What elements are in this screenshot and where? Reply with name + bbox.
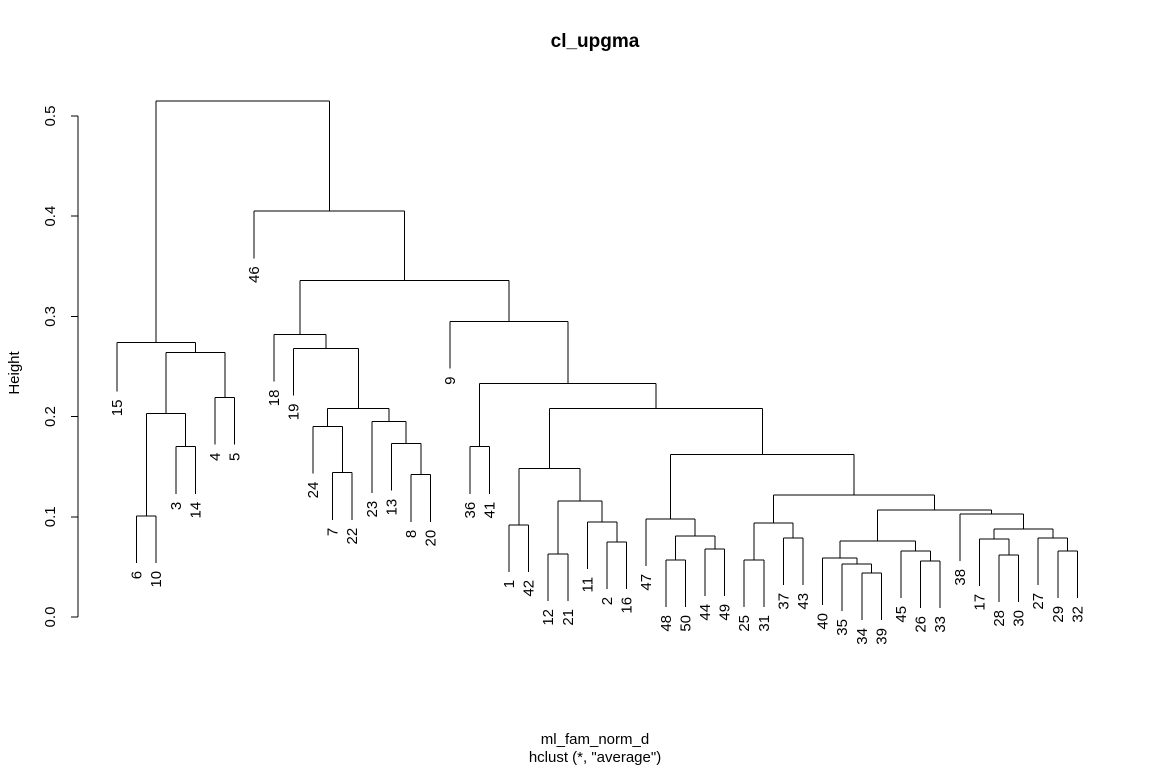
leaf-label: 45 — [893, 606, 910, 623]
y-tick-label: 0.3 — [42, 306, 59, 327]
leaf-label: 8 — [403, 530, 420, 538]
leaf-label: 15 — [109, 400, 126, 417]
leaf-label: 40 — [815, 613, 832, 630]
leaf-label: 13 — [383, 499, 400, 516]
leaf-label: 6 — [129, 571, 146, 579]
leaf-label: 16 — [619, 597, 636, 614]
y-tick-label: 0.0 — [42, 607, 59, 628]
leaf-label: 1 — [501, 580, 518, 588]
leaf-label: 20 — [423, 530, 440, 547]
leaf-label: 4 — [207, 453, 224, 461]
leaf-label: 34 — [854, 628, 871, 645]
leaf-label: 32 — [1069, 606, 1086, 623]
leaf-label: 11 — [579, 577, 596, 593]
y-axis: 0.0 0.1 0.2 0.3 0.4 0.5 — [42, 106, 79, 628]
leaf-label: 28 — [991, 610, 1008, 627]
leaf-label: 22 — [344, 528, 361, 545]
y-axis-label: Height — [6, 350, 23, 394]
leaf-label: 29 — [1050, 606, 1067, 623]
leaf-label: 12 — [540, 609, 557, 626]
leaf-label: 5 — [227, 453, 244, 461]
leaf-label: 35 — [834, 619, 851, 636]
y-tick-label: 0.1 — [42, 506, 59, 527]
leaf-label: 7 — [325, 528, 342, 536]
leaf-label: 21 — [560, 609, 577, 626]
leaf-label: 24 — [305, 482, 322, 499]
chart-title: cl_upgma — [551, 31, 640, 52]
leaf-label: 31 — [756, 615, 773, 632]
leaf-label: 38 — [952, 569, 969, 586]
leaf-label: 23 — [364, 501, 381, 518]
leaf-label: 46 — [246, 266, 263, 283]
leaf-label: 30 — [1011, 610, 1028, 627]
leaf-label: 18 — [266, 390, 283, 407]
leaf-label: 27 — [1030, 593, 1047, 610]
leaf-label: 42 — [521, 580, 538, 597]
leaf-label: 10 — [148, 571, 165, 588]
leaf-label: 47 — [638, 574, 655, 591]
leaf-label: 17 — [971, 594, 988, 611]
leaf-label: 41 — [481, 502, 498, 519]
x-axis-sublabel: hclust (*, "average") — [529, 749, 661, 766]
leaf-label: 36 — [462, 502, 479, 519]
x-axis-label: ml_fam_norm_d — [541, 731, 649, 748]
leaf-label: 25 — [736, 615, 753, 632]
leaf-label: 48 — [658, 615, 675, 632]
leaf-label: 9 — [442, 377, 459, 385]
y-tick-label: 0.4 — [42, 206, 59, 227]
leaf-label: 44 — [697, 604, 714, 621]
leaf-label: 14 — [187, 502, 204, 519]
leaf-label: 49 — [717, 604, 734, 621]
leaf-label: 50 — [677, 615, 694, 632]
leaf-label: 39 — [873, 628, 890, 645]
leaf-label: 2 — [599, 597, 616, 605]
leaf-label: 3 — [168, 502, 185, 510]
dendrogram-tree — [116, 100, 1078, 621]
leaf-label: 26 — [913, 616, 930, 633]
leaf-label: 37 — [775, 593, 792, 610]
leaf-label: 33 — [932, 616, 949, 633]
y-tick-label: 0.5 — [42, 106, 59, 127]
y-tick-label: 0.2 — [42, 406, 59, 427]
leaf-label: 19 — [285, 404, 302, 421]
leaf-label: 43 — [795, 593, 812, 610]
